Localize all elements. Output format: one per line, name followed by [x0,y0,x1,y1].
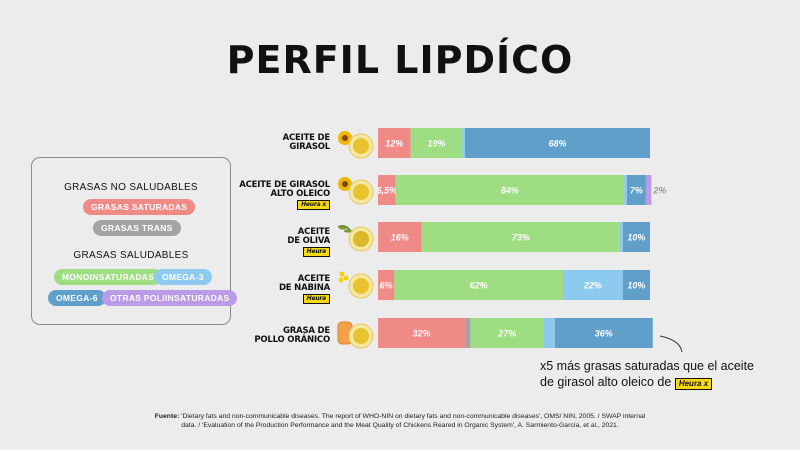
bar-pollo-s1 [465,318,471,348]
legend-item-otras: OTRAS POLIINSATURADAS [102,290,238,306]
data-label-nabina-s4: 10% [627,281,645,291]
legend-item-trans: GRASAS TRANS [93,220,181,236]
bar-nabina-s3 [562,270,623,300]
sunflower-oil-icon [338,177,374,205]
bar-pollo-s4 [554,318,653,348]
bar-nabina-s0 [378,270,395,300]
bar-girasol-alto-oleico-s4 [626,175,646,205]
bar-pollo-s2 [470,318,544,348]
row-label-nabina: ACEITE DE NABINA Heura [278,274,330,304]
row-label-girasol-alto-oleico: ACEITE DE GIRASOL ALTO OLEICO Heura x [239,180,330,210]
bar-oliva-s3 [620,222,623,252]
row-label-girasol: ACEITE DE GIRASOL [282,133,331,152]
note-connector [659,335,683,353]
bar-girasol-s3 [462,128,466,158]
bar-oliva-s0 [378,222,422,252]
page-title: PERFIL LIPDÍCO [226,38,574,82]
data-label-nabina-s2: 62% [470,281,488,291]
heura-badge: Heura x [297,200,330,210]
heura-badge: Heura x [674,378,713,390]
legend-item-mono: MONOINSATURADAS [54,269,163,285]
bar-oliva-s2 [421,222,621,252]
bar-girasol-alto-oleico-s5 [645,175,652,205]
bar-girasol-alto-oleico-s2 [395,175,625,205]
comparison-note: x5 más grasas saturadas que el aceite de… [540,359,755,390]
data-label-girasol-alto-oleico-s2: 84% [501,186,519,196]
bar-nabina-s2 [394,270,563,300]
bar-pollo-s0 [378,318,466,348]
rapeseed-oil-icon [338,271,374,299]
legend-item-omega3: OMEGA-3 [154,269,212,285]
bar-pollo-s3 [543,318,555,348]
data-label-nabina-s0: 6% [380,281,393,291]
legend-unhealthy-heading: GRASAS NO SALUDABLES [64,182,198,193]
data-label-pollo-s2: 27% [497,329,516,339]
legend-item-omega6: OMEGA-6 [48,290,106,306]
data-label-oliva-s4: 10% [627,233,645,243]
bar-nabina-s4 [622,270,650,300]
data-label-girasol-alto-oleico-s4: 7% [630,186,643,196]
row-label-oliva: ACEITE DE OLIVA Heura [287,227,330,257]
bar-girasol-s4 [465,128,650,158]
legend-healthy-heading: GRASAS SALUDABLES [73,250,189,261]
source-text: Fuente: 'Dietary fats and non-communicab… [154,413,646,429]
legend-item-saturadas: GRASAS SATURADAS [83,199,196,215]
olive-oil-icon [337,225,374,252]
bar-girasol-s2 [410,128,463,158]
data-label-girasol-alto-oleico-s5: 2% [652,186,666,196]
data-label-girasol-s0: 12% [385,139,403,149]
data-label-girasol-s2: 19% [427,139,445,149]
bar-girasol-s0 [378,128,411,158]
legend-box: GRASAS NO SALUDABLES GRASAS SATURADAS GR… [31,157,238,325]
data-label-girasol-alto-oleico-s0: 6,5% [377,186,398,196]
data-label-oliva-s2: 73% [512,233,530,243]
heura-badge: Heura [302,294,330,304]
data-label-nabina-s3: 22% [583,281,602,291]
chicken-fat-icon [337,321,374,349]
bar-girasol-alto-oleico-s3 [624,175,627,205]
heura-badge: Heura [302,247,330,257]
bar-girasol-alto-oleico-s0 [378,175,396,205]
sunflower-oil-icon [338,131,374,159]
bar-oliva-s4 [622,222,650,252]
data-label-girasol-s4: 68% [549,139,567,149]
row-label-pollo: GRASA DE POLLO ORÁNICO [254,326,330,345]
data-label-pollo-s0: 32% [413,329,431,339]
data-label-oliva-s0: 16% [391,233,409,243]
data-label-pollo-s4: 36% [595,329,613,339]
